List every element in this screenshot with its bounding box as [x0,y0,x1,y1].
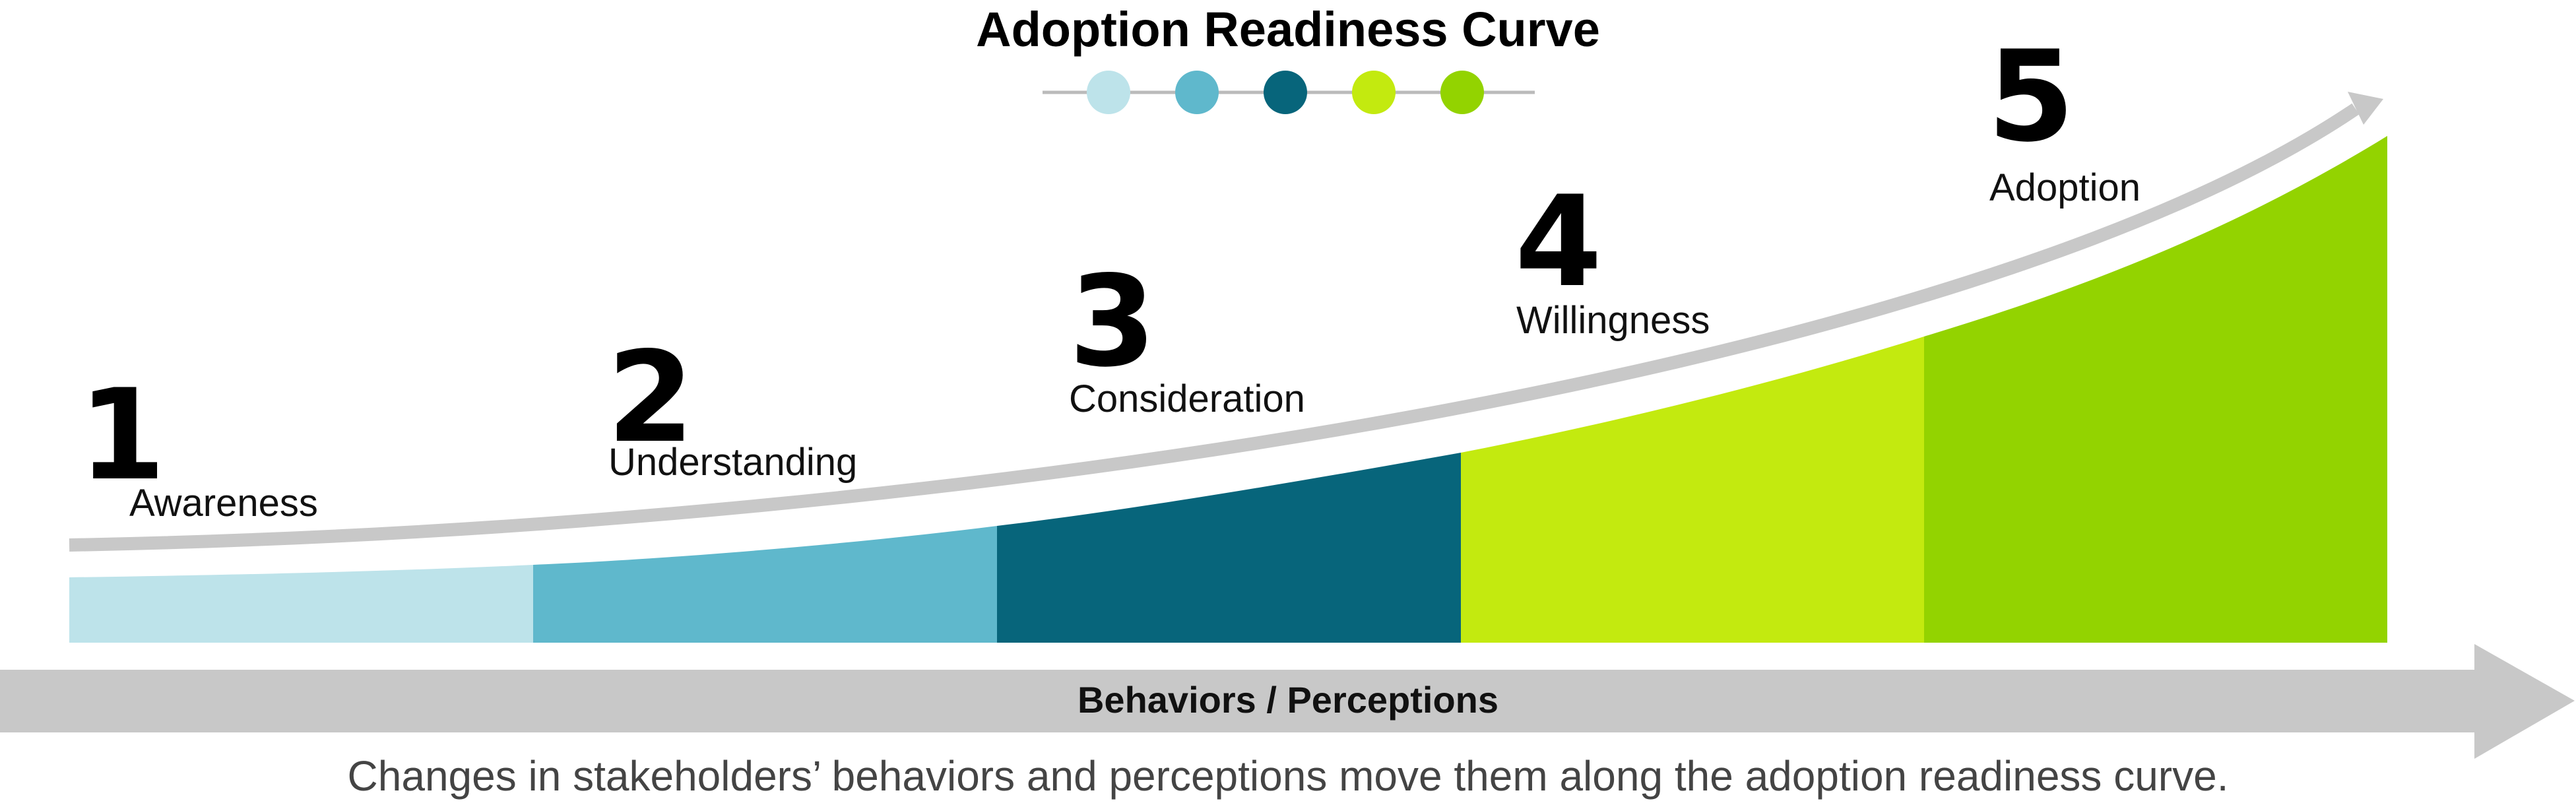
stage-segment-consideration [997,453,1461,643]
stage-4: 4 Willingness [1515,169,1710,342]
readiness-curve-arrow [69,92,2383,552]
stage-legend [1043,71,1535,114]
stage-number: 5 [1987,24,2075,170]
stage-label: Adoption [1989,166,2141,209]
stage-number: 2 [607,325,694,470]
stage-label: Willingness [1516,299,1710,342]
stage-segment-willingness [1461,337,1924,643]
stage-segment-adoption [1924,136,2387,643]
stage-label: Awareness [129,482,318,525]
legend-dot-adoption [1440,71,1484,114]
stage-1: 1 Awareness [79,362,318,525]
readiness-area [69,136,2387,643]
stage-2: 2 Understanding [607,325,857,484]
diagram-title: Adoption Readiness Curve [976,2,1600,57]
stage-label: Consideration [1069,377,1305,420]
stage-segment-awareness [69,565,533,643]
behaviors-axis-arrow: Behaviors / Perceptions [0,644,2575,759]
curve-arrow-head [2348,92,2383,125]
axis-label: Behaviors / Perceptions [1078,679,1498,721]
stage-number: 4 [1515,169,1602,315]
curve-arrow-line [69,103,2360,552]
legend-dot-willingness [1352,71,1396,114]
stage-segment-understanding [533,526,997,643]
legend-dot-understanding [1175,71,1219,114]
stage-number: 1 [79,362,166,508]
caption: Changes in stakeholders’ behaviors and p… [348,752,2229,800]
legend-dot-consideration [1264,71,1307,114]
legend-dot-awareness [1087,71,1130,114]
stage-3: 3 Consideration [1069,249,1305,420]
stage-label: Understanding [608,441,857,484]
stage-number: 3 [1069,249,1156,395]
stage-5: 5 Adoption [1987,24,2141,209]
axis-arrow-shape [0,644,2575,759]
